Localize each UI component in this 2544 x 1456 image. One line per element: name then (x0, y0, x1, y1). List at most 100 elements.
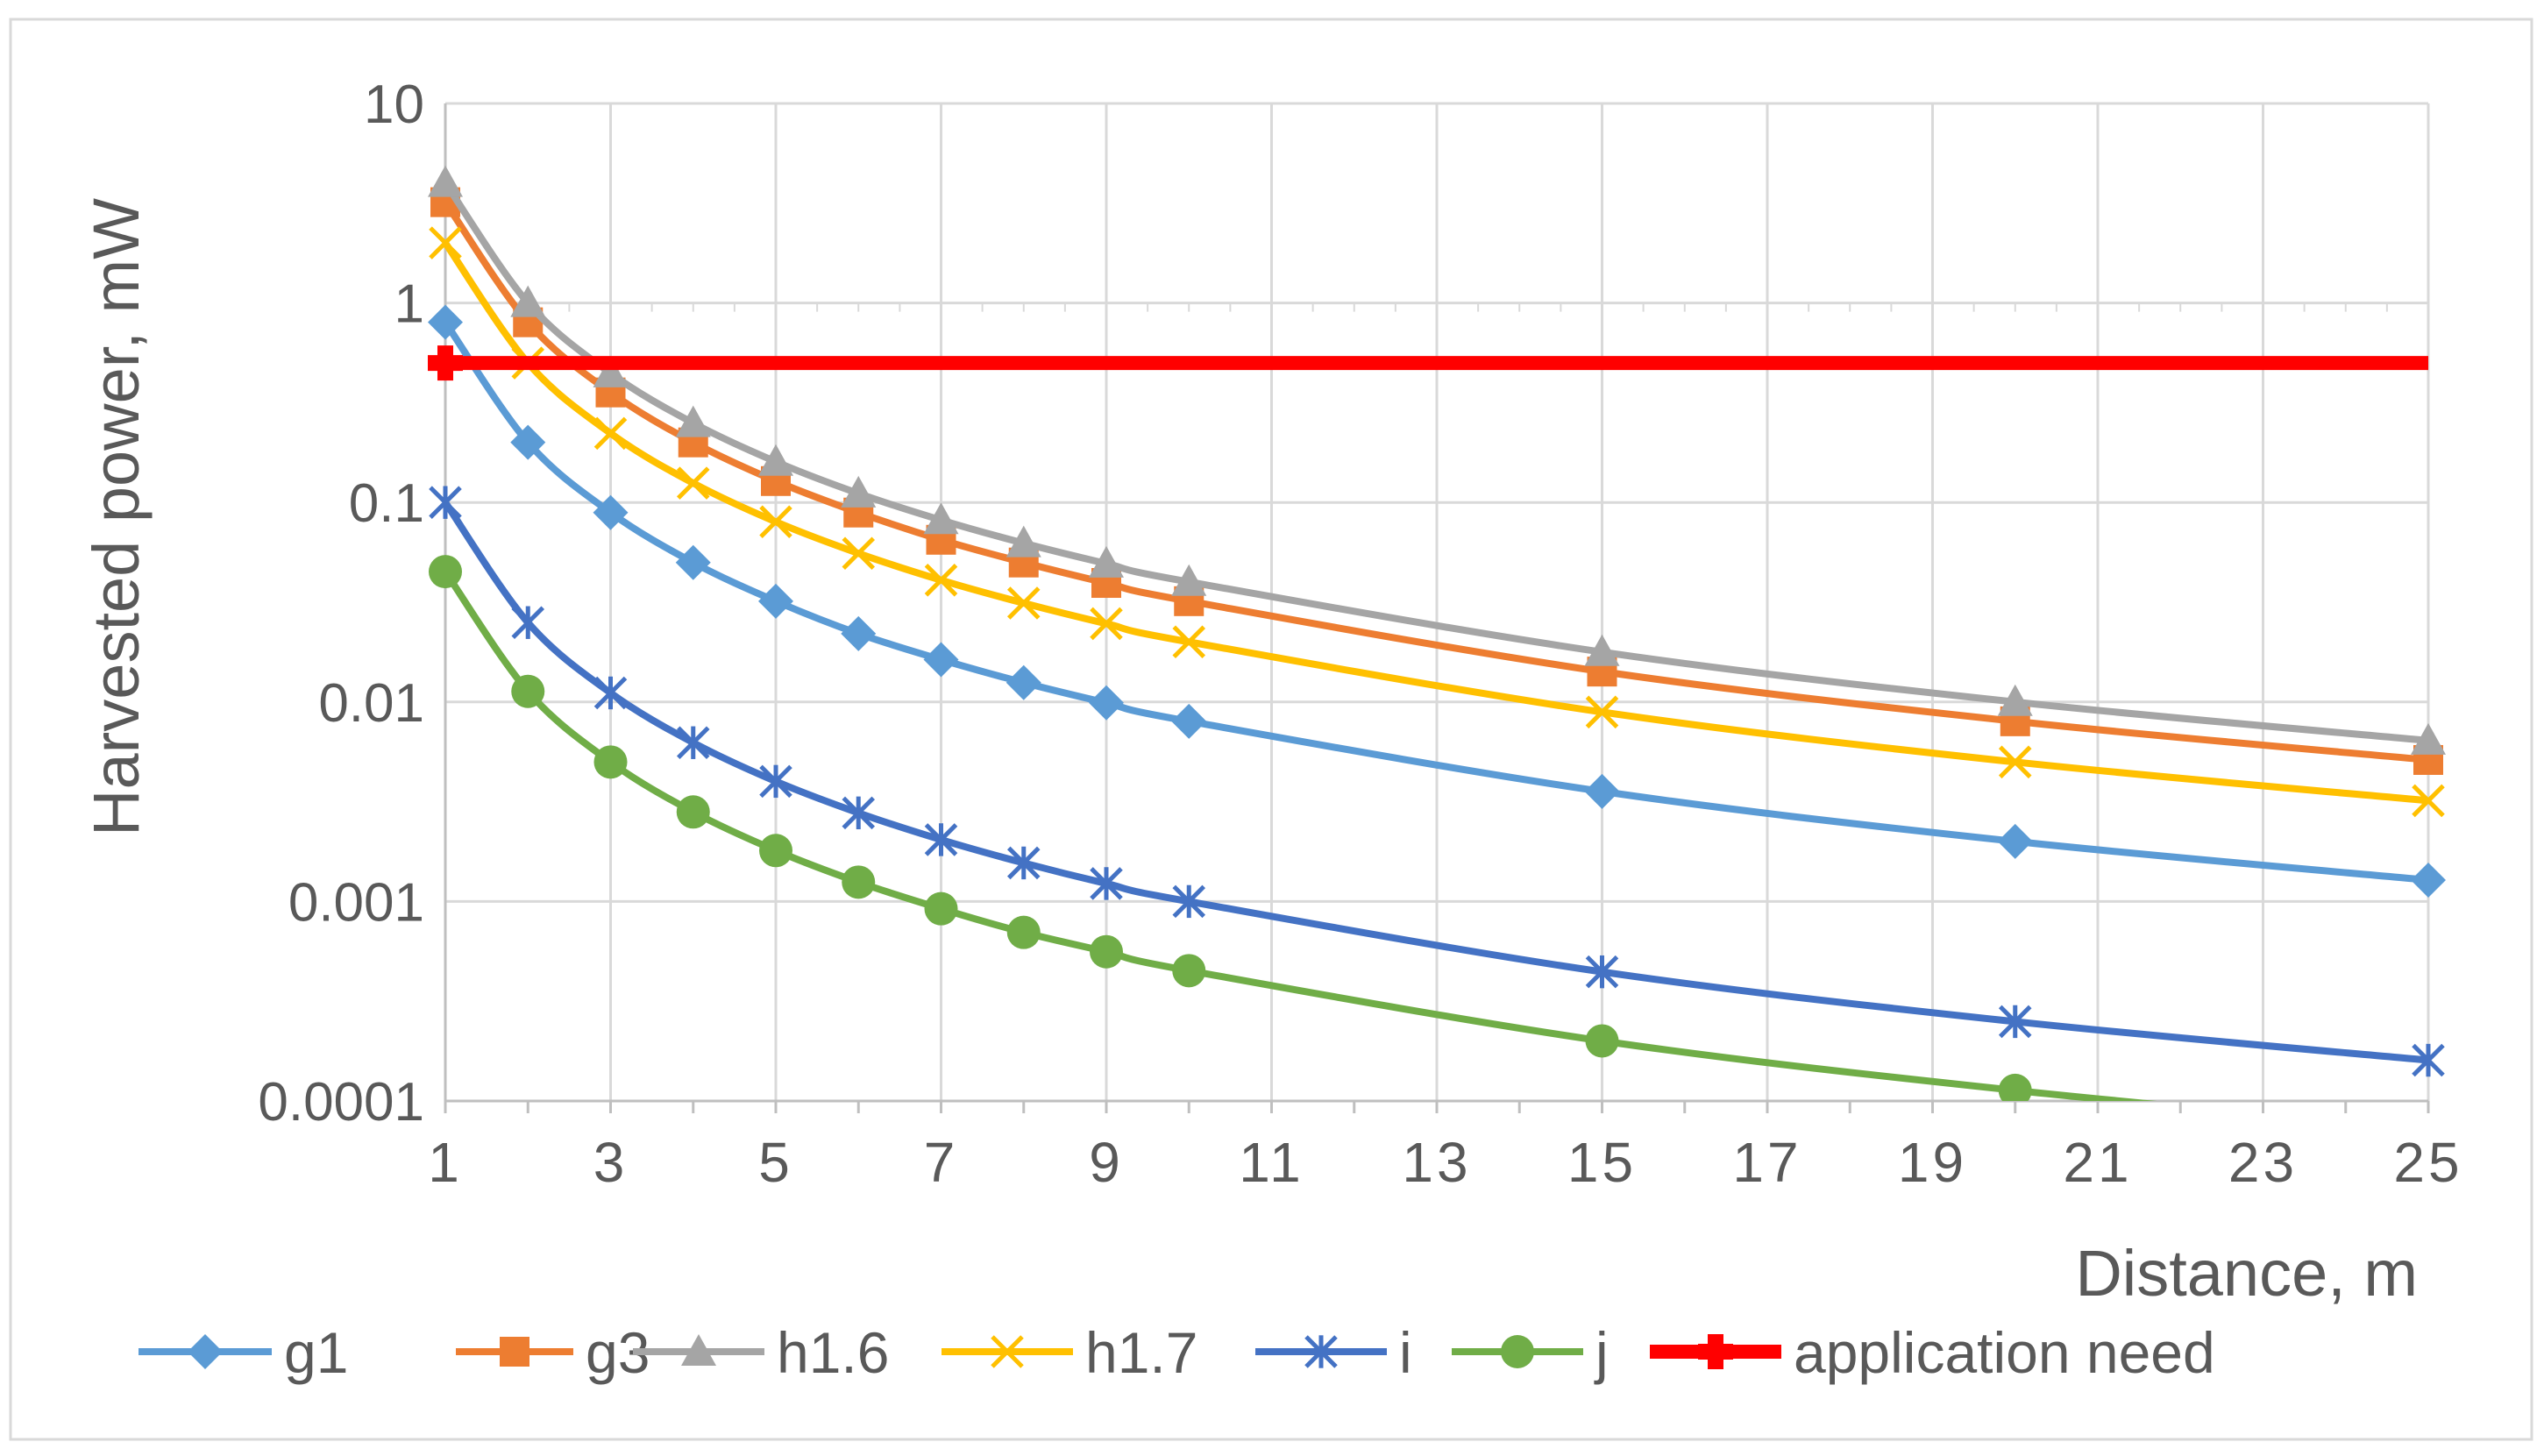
x-tick-label: 7 (924, 1131, 959, 1194)
legend-label: j (1594, 1320, 1609, 1385)
data-point (1090, 867, 1123, 900)
series-line (442, 500, 2429, 1064)
x-tick-label: 3 (593, 1131, 629, 1194)
data-point (1006, 586, 1041, 620)
x-tick-label: 23 (2228, 1131, 2298, 1194)
marker-stroke (593, 416, 628, 451)
marker-stroke (2412, 784, 2445, 818)
legend-swatch-marker (991, 1335, 1024, 1368)
data-point (1997, 684, 2033, 716)
series-g1 (428, 304, 2446, 898)
y-tick-label: 0.1 (349, 473, 424, 534)
data-point (841, 615, 877, 651)
data-point (1997, 823, 2033, 859)
marker-stroke (1585, 695, 1619, 729)
data-point (428, 345, 463, 381)
series-line (442, 240, 2429, 805)
marker-stroke (429, 226, 462, 259)
data-point (2411, 722, 2446, 755)
data-point (2412, 1043, 2445, 1077)
data-point (593, 355, 629, 387)
y-tick-label: 0.0001 (258, 1072, 424, 1133)
data-point (2411, 862, 2446, 898)
x-axis-title: Distance, m (2075, 1237, 2418, 1310)
legend-label: h1.7 (1085, 1320, 1197, 1385)
data-point (924, 564, 958, 597)
data-point (759, 834, 792, 868)
data-point (924, 823, 958, 856)
x-tick-label: 25 (2393, 1131, 2462, 1194)
y-tick-label: 10 (364, 75, 424, 135)
marker-stroke (1172, 625, 1206, 659)
x-tick-label: 11 (1239, 1131, 1304, 1194)
marker-stroke (1090, 607, 1123, 641)
series-h1-6 (428, 165, 2446, 755)
y-tick-label: 0.001 (288, 872, 424, 933)
data-point (2412, 784, 2445, 818)
data-point (428, 304, 463, 340)
series-h1-7 (429, 226, 2445, 818)
legend: g1 g3 h1.6 h1.7 i j application need (139, 1320, 2215, 1385)
data-point (923, 502, 959, 535)
x-tick-label: 19 (1898, 1131, 1967, 1194)
data-point (1998, 1005, 2032, 1039)
legend-item-h1-7: h1.7 (942, 1320, 1197, 1385)
series-line (442, 320, 2429, 884)
data-point (676, 726, 710, 760)
data-point (1006, 525, 1041, 558)
marker-stroke (676, 466, 710, 500)
marker-stroke (1998, 745, 2032, 779)
legend-label: application need (1794, 1320, 2215, 1385)
data-point (675, 405, 711, 437)
data-point (1584, 634, 1620, 666)
data-point (758, 583, 793, 619)
data-point (1585, 955, 1619, 989)
marker-stroke (991, 1335, 1024, 1368)
data-point (759, 505, 792, 539)
legend-label: i (1399, 1320, 1412, 1385)
data-point (1172, 625, 1206, 659)
data-point (1089, 545, 1124, 578)
legend-swatch-marker (1304, 1335, 1338, 1368)
data-point (1006, 915, 1041, 949)
legend-item-j: j (1452, 1320, 1609, 1385)
marker-stroke (759, 505, 792, 539)
legend-swatch-marker (681, 1334, 716, 1366)
data-point (1089, 685, 1124, 721)
data-point (676, 795, 710, 829)
legend-item-g1: g1 (139, 1320, 348, 1385)
marker-stroke (428, 355, 463, 372)
data-point (429, 555, 462, 589)
series-application-need (428, 345, 2428, 381)
data-point (1584, 773, 1620, 809)
legend-swatch-marker (500, 1337, 529, 1367)
series-i (429, 486, 2445, 1077)
marker-stroke (842, 536, 876, 570)
data-point (758, 444, 793, 476)
data-point (511, 606, 545, 639)
data-point (429, 226, 462, 259)
data-point (511, 674, 545, 708)
data-point (759, 764, 792, 799)
y-tick-label: 0.01 (318, 673, 424, 734)
x-tick-label: 21 (2063, 1131, 2132, 1194)
data-point (1585, 695, 1619, 729)
legend-label: g1 (284, 1320, 348, 1385)
data-point (593, 676, 628, 710)
data-point (1998, 1073, 2032, 1101)
data-point (675, 544, 711, 580)
data-point (1171, 703, 1207, 739)
legend-item-i: i (1255, 1320, 1412, 1385)
data-point (429, 486, 462, 519)
data-point (1585, 1024, 1619, 1058)
legend-label: h1.6 (777, 1320, 889, 1385)
y-axis-title: Harvested power, mW (80, 198, 153, 836)
data-point (510, 424, 546, 460)
x-tick-label: 5 (758, 1131, 793, 1194)
legend-swatch-marker (188, 1334, 223, 1369)
data-point (1090, 607, 1123, 641)
x-tick-label: 15 (1567, 1131, 1637, 1194)
data-point (1006, 664, 1041, 700)
